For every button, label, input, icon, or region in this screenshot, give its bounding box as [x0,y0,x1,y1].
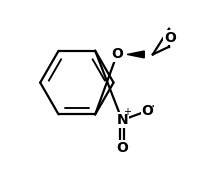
Polygon shape [127,51,144,58]
Text: N: N [116,113,128,127]
Text: O: O [142,104,154,118]
Text: ·: · [150,100,155,114]
Text: O: O [116,141,128,155]
Text: O: O [164,31,176,45]
Text: +: + [123,107,131,117]
Text: O: O [111,47,123,61]
